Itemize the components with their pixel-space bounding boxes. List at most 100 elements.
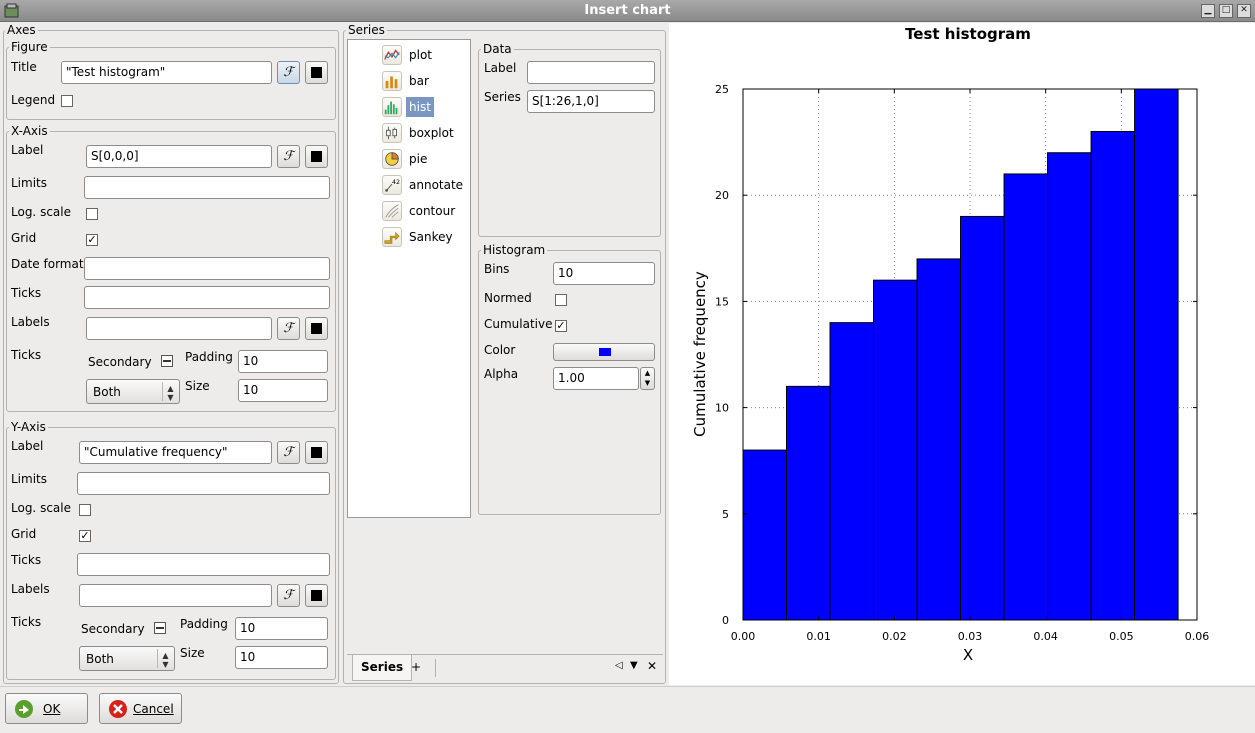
- y-ticks-label: Ticks: [11, 553, 42, 567]
- tab-list-icon[interactable]: ▼: [630, 660, 638, 671]
- y-label-color-button[interactable]: [305, 441, 328, 464]
- tab-add[interactable]: +: [411, 660, 422, 674]
- y-tick-label: 20: [715, 189, 729, 202]
- y-labels-font-button[interactable]: ℱ: [277, 584, 300, 607]
- x-secondary-checkbox[interactable]: [161, 355, 173, 367]
- histogram-color-button[interactable]: [553, 343, 655, 361]
- histogram-bar: [829, 322, 875, 621]
- series-type-list[interactable]: plot bar hist boxplot pie 42 annotate co…: [347, 39, 471, 518]
- histogram-bar: [1134, 88, 1179, 621]
- y-label-font-button[interactable]: ℱ: [277, 441, 300, 464]
- window-title: Insert chart: [584, 3, 671, 18]
- y-size-input[interactable]: 10: [235, 646, 328, 669]
- histogram-bar: [786, 385, 831, 621]
- figure-title-font-button[interactable]: ℱ: [277, 61, 300, 84]
- legend-checkbox[interactable]: [61, 95, 73, 107]
- minimize-button[interactable]: ▁: [1201, 4, 1215, 18]
- cancel-button-label: Cancel: [133, 702, 174, 716]
- close-window-button[interactable]: ✕: [1237, 4, 1251, 18]
- x-grid-label: Grid: [11, 231, 37, 245]
- histogram-bar: [916, 258, 962, 621]
- series-type-sankey[interactable]: Sankey: [382, 226, 472, 248]
- x-labels-input[interactable]: [86, 317, 272, 340]
- window-titlebar[interactable]: Insert chart ▁ □ ✕: [0, 0, 1255, 22]
- x-log-scale-label: Log. scale: [11, 205, 71, 219]
- ok-button[interactable]: OK: [5, 693, 88, 724]
- y-ticks-which-select[interactable]: Both ▲ ▼: [79, 646, 175, 671]
- x-ticks-input[interactable]: [84, 286, 330, 309]
- figure-title-input[interactable]: "Test histogram": [61, 61, 272, 84]
- svg-text:42: 42: [392, 179, 400, 186]
- data-label-input[interactable]: [527, 61, 655, 84]
- maximize-button[interactable]: □: [1219, 4, 1233, 18]
- x-label-input[interactable]: S[0,0,0]: [86, 145, 272, 168]
- x-labels-color-button[interactable]: [305, 317, 328, 340]
- spin-arrows-icon: ▲ ▼: [162, 382, 178, 402]
- x-padding-input[interactable]: 10: [238, 350, 328, 373]
- cancel-button[interactable]: Cancel: [99, 693, 182, 724]
- y-log-scale-checkbox[interactable]: [79, 504, 91, 516]
- x-label-font-button[interactable]: ℱ: [277, 145, 300, 168]
- cumulative-checkbox[interactable]: ✓: [555, 319, 567, 332]
- series-type-hist[interactable]: hist: [382, 96, 472, 118]
- bins-input[interactable]: 10: [553, 262, 655, 285]
- x-label-color-button[interactable]: [305, 145, 328, 168]
- dialog-button-bar: OK Cancel: [0, 686, 1255, 733]
- y-padding-input[interactable]: 10: [235, 617, 328, 640]
- tab-scroll-left-icon[interactable]: ◁: [615, 660, 623, 671]
- figure-title-color-button[interactable]: [305, 61, 328, 84]
- series-type-boxplot[interactable]: boxplot: [382, 122, 472, 144]
- x-size-input[interactable]: 10: [238, 379, 328, 402]
- y-labels-input[interactable]: [79, 584, 272, 607]
- y-tick-label: 5: [722, 508, 729, 521]
- x-grid-checkbox[interactable]: ✓: [86, 233, 98, 246]
- series-type-pie[interactable]: pie: [382, 148, 472, 170]
- y-padding-label: Padding: [180, 617, 228, 631]
- x-tick-label: 0.05: [1109, 630, 1134, 643]
- x-tick-label: 0.02: [882, 630, 907, 643]
- alpha-input[interactable]: 1.00: [553, 367, 639, 390]
- data-series-label: Series: [484, 90, 521, 104]
- y-tick-label: 10: [715, 402, 729, 415]
- tab-close-icon[interactable]: ✕: [647, 659, 658, 673]
- y-labels-color-button[interactable]: [305, 584, 328, 607]
- series-type-contour[interactable]: contour: [382, 200, 472, 222]
- y-limits-input[interactable]: [77, 472, 330, 495]
- color-swatch-icon: [311, 67, 322, 78]
- normed-label: Normed: [484, 291, 532, 305]
- normed-checkbox[interactable]: [555, 294, 567, 306]
- cumulative-label: Cumulative: [484, 317, 553, 331]
- figure-group: [6, 47, 336, 120]
- x-log-scale-checkbox[interactable]: [86, 208, 98, 220]
- plot-icon: [382, 45, 402, 65]
- x-tick-label: 0.01: [806, 630, 831, 643]
- series-type-annotate[interactable]: 42 annotate: [382, 174, 472, 196]
- y-labels-label: Labels: [11, 582, 50, 596]
- data-group: [478, 49, 661, 237]
- series-type-plot[interactable]: plot: [382, 44, 472, 66]
- x-ticks-which-select[interactable]: Both ▲ ▼: [86, 379, 180, 404]
- x-axis-title: X: [963, 646, 973, 664]
- x-tick-label: 0.06: [1185, 630, 1210, 643]
- tab-series[interactable]: Series: [352, 655, 413, 681]
- histogram-group-title: Histogram: [481, 243, 548, 257]
- y-ticks-input[interactable]: [77, 553, 330, 576]
- x-limits-label: Limits: [11, 176, 47, 190]
- color-swatch-icon: [311, 447, 322, 458]
- cancel-x-icon: [109, 700, 127, 718]
- chart-preview: Test histogram 0.00 0.01 0.02 0.03 0.04 0.05 0…: [669, 23, 1255, 685]
- x-date-format-input[interactable]: [84, 257, 330, 280]
- alpha-spin-button[interactable]: ▲ ▼: [640, 367, 655, 390]
- y-secondary-checkbox[interactable]: [154, 622, 166, 634]
- data-series-input[interactable]: S[1:26,1,0]: [527, 90, 655, 113]
- x-tick-label: 0.03: [958, 630, 983, 643]
- y-grid-checkbox[interactable]: ✓: [79, 529, 91, 542]
- x-labels-font-button[interactable]: ℱ: [277, 317, 300, 340]
- ok-button-label: OK: [43, 702, 61, 716]
- series-type-bar[interactable]: bar: [382, 70, 472, 92]
- y-axis-title: Cumulative frequency: [691, 271, 709, 437]
- y-grid-label: Grid: [11, 527, 37, 541]
- x-limits-input[interactable]: [84, 176, 330, 199]
- y-label-input[interactable]: "Cumulative frequency": [79, 441, 272, 464]
- ok-check-icon: [15, 700, 33, 718]
